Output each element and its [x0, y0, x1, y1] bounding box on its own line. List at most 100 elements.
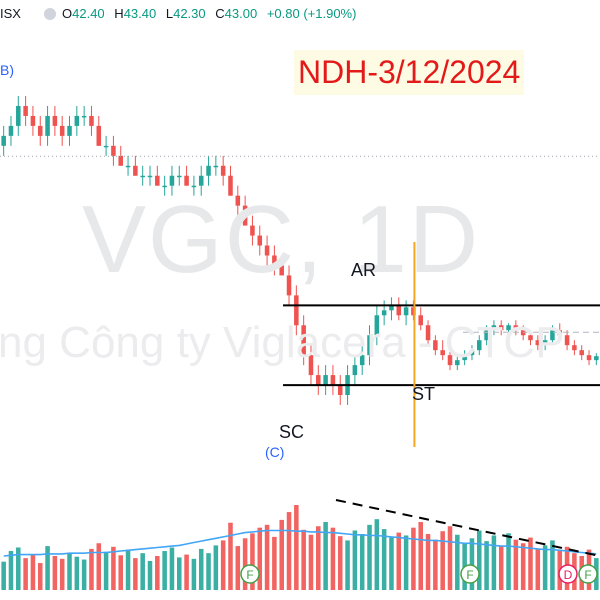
eye-icon[interactable] — [44, 8, 56, 20]
candle-body — [16, 105, 21, 126]
candle-body — [23, 105, 28, 116]
candle-body — [52, 115, 58, 126]
volume-bar — [374, 519, 380, 590]
volume-bar — [250, 533, 255, 590]
candle-body — [118, 155, 123, 166]
low-key: L — [165, 6, 174, 21]
volume-bar — [184, 554, 189, 590]
candle-body — [206, 165, 211, 176]
volume-bar — [242, 538, 248, 590]
volume-bar — [30, 554, 36, 590]
candle-body — [257, 235, 263, 246]
volume-bar — [125, 549, 131, 590]
volume-bar — [206, 553, 211, 590]
volume-bar — [513, 539, 519, 590]
candle-body — [96, 125, 102, 146]
candle-body — [469, 350, 475, 356]
event-badge-d: D — [558, 564, 578, 584]
volume-bar — [484, 541, 489, 590]
candle-body — [491, 325, 497, 331]
volume-bar — [37, 563, 43, 590]
event-badge-text: D — [564, 568, 573, 582]
high-key: H — [114, 6, 124, 21]
event-badge-text: F — [246, 568, 253, 582]
volume-bar — [455, 534, 460, 590]
volume-bar — [506, 533, 511, 590]
candle-body — [81, 115, 87, 118]
candle-body — [359, 355, 365, 366]
candle-body — [528, 335, 533, 341]
volume-bar — [23, 558, 28, 590]
candle-body — [264, 245, 270, 256]
candle-body — [213, 165, 219, 168]
volume-bar — [191, 558, 197, 590]
candle-body — [177, 175, 182, 178]
candle-body — [155, 175, 160, 186]
volume-bar — [16, 547, 21, 590]
drawing-lines — [0, 155, 600, 557]
candle-body — [111, 145, 116, 156]
volume-bar — [1, 561, 6, 590]
volume-bar — [323, 522, 328, 590]
wave-c-label: (C) — [265, 444, 285, 460]
candle-body — [103, 145, 109, 148]
volume-bar — [294, 505, 299, 590]
st-label: ST — [412, 384, 436, 404]
candle-body — [125, 165, 131, 168]
volume-trendline — [335, 499, 600, 557]
candle-body — [228, 175, 233, 196]
volume-bar — [272, 536, 277, 590]
candle-body — [45, 115, 50, 136]
candle-body — [294, 295, 299, 326]
volume-bar — [411, 527, 416, 590]
volume-bar — [491, 535, 497, 590]
candle-body — [140, 175, 145, 178]
event-badge-f: F — [240, 564, 260, 584]
event-badge-circle — [578, 564, 598, 584]
candle-body — [535, 340, 541, 346]
volume-bar — [67, 553, 72, 590]
candle-body — [462, 355, 467, 361]
volume-bar — [81, 559, 87, 590]
candle-body — [403, 307, 409, 316]
volume-bar — [279, 519, 284, 590]
candle-body — [447, 355, 453, 366]
change-value: +0.80 (+1.90%) — [266, 6, 357, 21]
candle-body — [564, 335, 570, 346]
candle-body — [579, 350, 584, 356]
volume-bar — [396, 532, 402, 590]
chart-title-annotation: NDH-3/12/2024 — [294, 50, 525, 95]
exchange-label: ISX — [0, 6, 21, 21]
candle-body — [89, 115, 94, 126]
event-badge-circle — [460, 564, 480, 584]
volume-bar — [198, 548, 204, 590]
volume-bar — [469, 538, 475, 590]
sc-label: SC — [279, 422, 305, 442]
volume-bar — [477, 530, 482, 590]
candle-body — [235, 195, 241, 206]
candle-body — [411, 307, 416, 316]
volume-bar — [425, 534, 431, 590]
volume-bar — [433, 539, 438, 590]
volume-bar — [74, 556, 80, 590]
candle-body — [74, 115, 80, 126]
candle-body — [572, 345, 577, 351]
event-badge-text: F — [466, 568, 473, 582]
candle-body — [389, 305, 394, 311]
candle-body — [272, 255, 277, 266]
volume-bar — [155, 556, 160, 590]
volume-bar — [235, 546, 241, 590]
volume-bar — [330, 527, 336, 590]
candle-body — [440, 350, 445, 356]
candle-body — [477, 340, 482, 351]
volume-bar — [520, 543, 526, 590]
candle-body — [418, 315, 423, 326]
candle-body — [8, 125, 14, 136]
candle-body — [484, 330, 489, 341]
candle-body — [169, 175, 175, 186]
candle-body — [367, 335, 372, 356]
wave-b-label: B) — [0, 62, 14, 78]
volume-bar — [45, 546, 50, 590]
